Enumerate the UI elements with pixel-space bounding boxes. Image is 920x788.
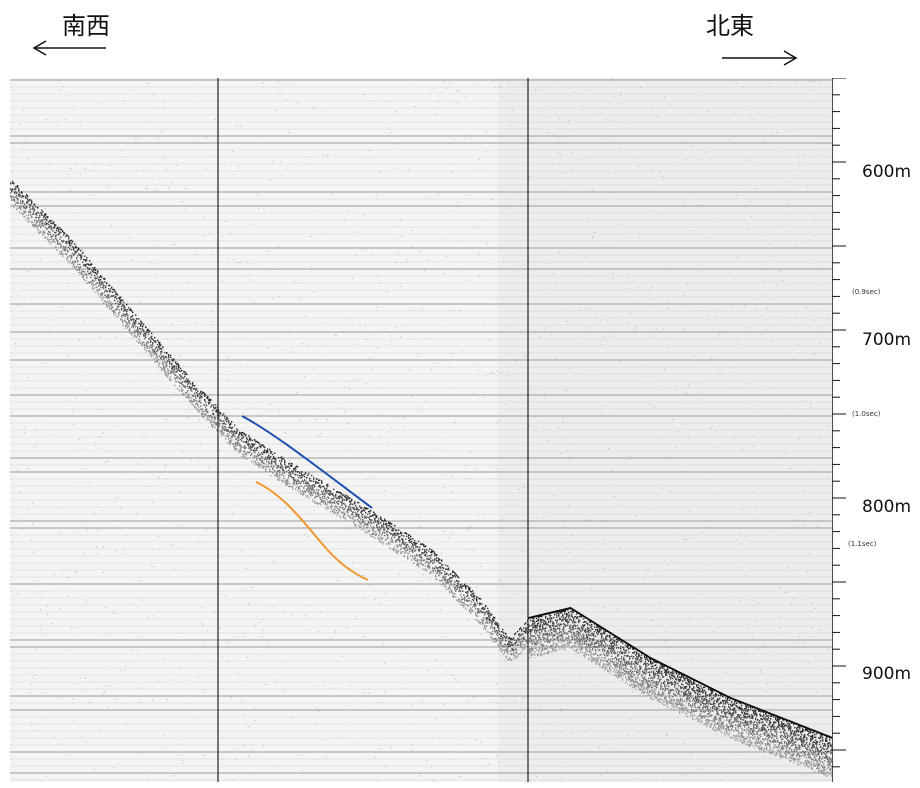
arrow-right-icon xyxy=(722,50,798,66)
depth-scale xyxy=(832,78,846,782)
direction-label-southwest: 南西 xyxy=(62,12,110,40)
depth-label-600m: 600m xyxy=(862,162,912,182)
upper-reflector-trace xyxy=(241,415,373,509)
horizontal-scan-lines xyxy=(10,79,832,781)
depth-label-700m: 700m xyxy=(862,330,912,350)
time-label-1-1sec: (1.1sec) xyxy=(848,540,877,548)
lower-reflector-trace xyxy=(255,481,369,581)
depth-label-800m: 800m xyxy=(862,497,912,517)
seismic-record xyxy=(10,78,832,782)
record-noise xyxy=(10,78,832,782)
arrow-left-icon xyxy=(32,40,106,56)
depth-label-900m: 900m xyxy=(862,664,912,684)
time-label-0-9sec: (0.9sec) xyxy=(852,288,881,296)
direction-label-northeast: 北東 xyxy=(706,12,754,40)
time-label-1-0sec: (1.0sec) xyxy=(852,410,881,418)
